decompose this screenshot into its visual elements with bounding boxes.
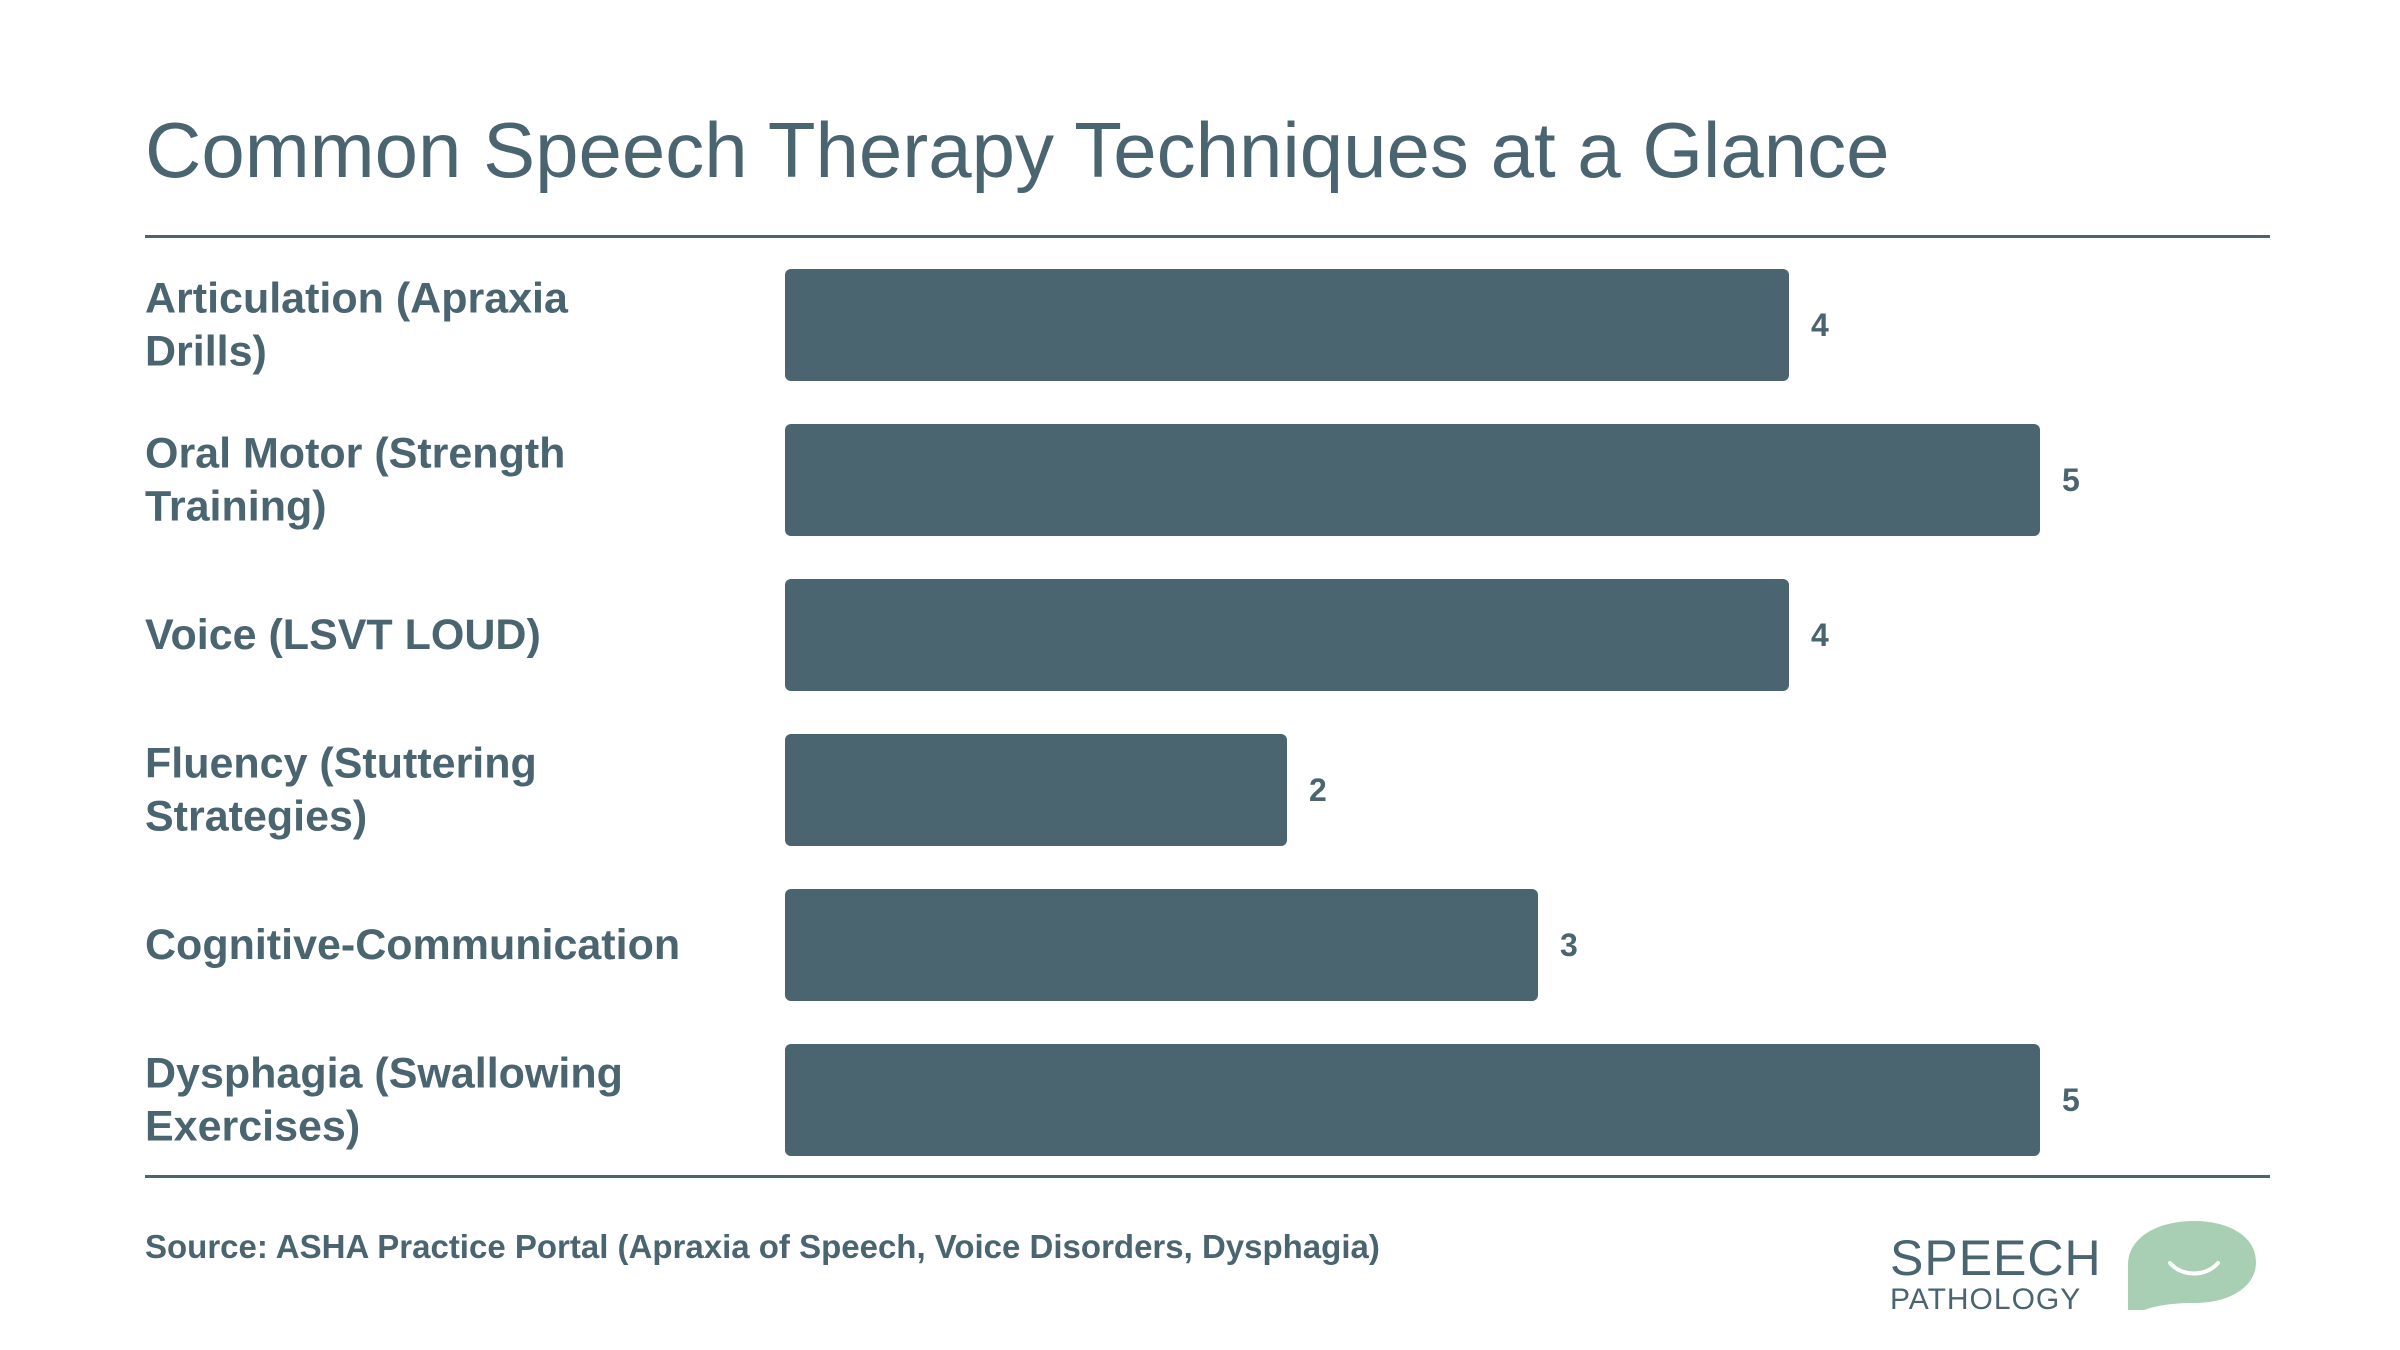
category-label-line: Drills) [145,328,267,376]
category-label: Cognitive-Communication [145,921,680,969]
bar-value-label: 4 [1811,307,1829,343]
category-label-line: Articulation (Apraxia [145,275,569,323]
category-label: Fluency (Stuttering Strategies) [145,740,537,841]
bar [785,1044,2040,1156]
logo-text-pathology: PATHOLOGY [1890,1283,2082,1316]
bar-value-label: 2 [1309,772,1327,808]
category-label: Voice (LSVT LOUD) [145,611,541,659]
category-label: Oral Motor (Strength Training) [145,430,565,531]
bar [785,579,1789,691]
bottom-divider [145,1175,2270,1178]
bar [785,889,1538,1001]
bar-value-label: 5 [2062,1082,2080,1118]
bar [785,424,2040,536]
bar-value-label: 5 [2062,462,2080,498]
category-label-line: Cognitive-Communication [145,921,680,969]
speech-pathology-logo: SPEECH PATHOLOGY [1890,1215,2270,1325]
bar-value-label: 4 [1811,617,1829,653]
bar-value-label: 3 [1560,927,1578,963]
category-label: Dysphagia (Swallowing Exercises) [145,1050,623,1151]
category-label: Articulation (Apraxia Drills) [145,275,569,376]
category-label-line: Training) [145,483,327,531]
logo-text-speech: SPEECH [1890,1230,2102,1286]
speech-bubble-icon [2128,1221,2256,1310]
bar [785,269,1789,381]
bar [785,734,1287,846]
category-label-line: Strategies) [145,793,367,841]
source-note: Source: ASHA Practice Portal (Apraxia of… [145,1228,1380,1265]
category-label-line: Oral Motor (Strength [145,430,565,478]
category-label-line: Fluency (Stuttering [145,740,537,788]
top-divider [145,235,2270,238]
category-label-line: Exercises) [145,1103,360,1151]
page-title: Common Speech Therapy Techniques at a Gl… [145,106,1890,194]
category-label-line: Voice (LSVT LOUD) [145,611,541,659]
category-label-line: Dysphagia (Swallowing [145,1050,623,1098]
